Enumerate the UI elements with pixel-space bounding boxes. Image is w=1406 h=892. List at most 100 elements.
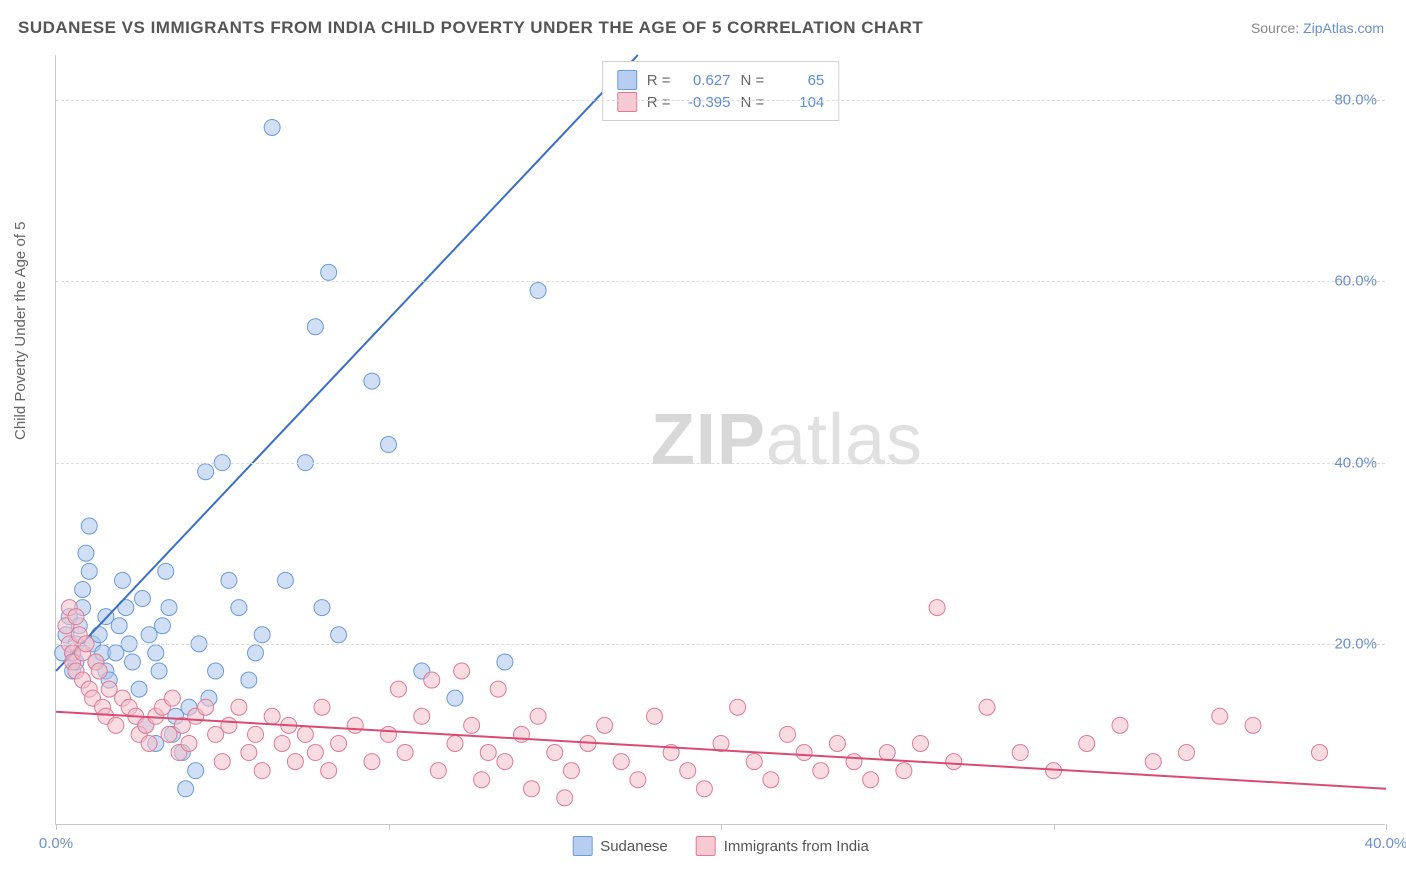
data-point (314, 600, 330, 616)
data-point (480, 745, 496, 761)
data-point (424, 672, 440, 688)
data-point (347, 717, 363, 733)
data-point (321, 264, 337, 280)
data-point (1145, 754, 1161, 770)
data-point (75, 581, 91, 597)
series-legend: Sudanese Immigrants from India (572, 836, 869, 856)
data-point (863, 772, 879, 788)
data-point (1212, 708, 1228, 724)
legend-label-1: Immigrants from India (724, 838, 869, 855)
data-point (314, 699, 330, 715)
data-point (198, 464, 214, 480)
scatter-plot-svg (56, 55, 1385, 824)
data-point (241, 672, 257, 688)
data-point (474, 772, 490, 788)
data-point (896, 763, 912, 779)
data-point (277, 572, 293, 588)
data-point (680, 763, 696, 779)
n-value-1: 104 (768, 94, 824, 111)
data-point (523, 781, 539, 797)
data-point (264, 119, 280, 135)
y-axis-label: Child Poverty Under the Age of 5 (12, 222, 29, 440)
data-point (158, 563, 174, 579)
data-point (231, 699, 247, 715)
data-point (447, 735, 463, 751)
data-point (364, 373, 380, 389)
legend-row-series-1: R =-0.395 N =104 (617, 92, 825, 112)
data-point (796, 745, 812, 761)
data-point (447, 690, 463, 706)
data-point (164, 690, 180, 706)
r-value-1: -0.395 (675, 94, 731, 111)
data-point (141, 735, 157, 751)
data-point (846, 754, 862, 770)
data-point (829, 735, 845, 751)
ytick-label: 40.0% (1334, 454, 1377, 471)
data-point (730, 699, 746, 715)
data-point (264, 708, 280, 724)
data-point (597, 717, 613, 733)
data-point (307, 745, 323, 761)
xtick-label: 40.0% (1365, 835, 1406, 852)
source-prefix: Source: (1251, 20, 1303, 36)
data-point (134, 591, 150, 607)
data-point (148, 645, 164, 661)
data-point (557, 790, 573, 806)
data-point (464, 717, 480, 733)
chart-plot-area: ZIPatlas R =0.627 N =65 R =-0.395 N =104… (55, 55, 1385, 825)
data-point (248, 726, 264, 742)
ytick-label: 60.0% (1334, 273, 1377, 290)
data-point (364, 754, 380, 770)
data-point (68, 609, 84, 625)
data-point (131, 681, 147, 697)
correlation-legend: R =0.627 N =65 R =-0.395 N =104 (602, 61, 840, 121)
data-point (647, 708, 663, 724)
data-point (221, 572, 237, 588)
data-point (331, 627, 347, 643)
data-point (161, 600, 177, 616)
data-point (1179, 745, 1195, 761)
data-point (780, 726, 796, 742)
data-point (563, 763, 579, 779)
data-point (1112, 717, 1128, 733)
data-point (490, 681, 506, 697)
data-point (497, 654, 513, 670)
data-point (321, 763, 337, 779)
data-point (154, 618, 170, 634)
data-point (430, 763, 446, 779)
data-point (241, 745, 257, 761)
data-point (530, 283, 546, 299)
data-point (1079, 735, 1095, 751)
data-point (297, 726, 313, 742)
data-point (913, 735, 929, 751)
data-point (1245, 717, 1261, 733)
data-point (1312, 745, 1328, 761)
data-point (274, 735, 290, 751)
data-point (331, 735, 347, 751)
data-point (78, 545, 94, 561)
data-point (397, 745, 413, 761)
data-point (81, 563, 97, 579)
r-value-0: 0.627 (675, 72, 731, 89)
data-point (221, 717, 237, 733)
xtick-label: 0.0% (39, 835, 73, 852)
data-point (979, 699, 995, 715)
source-link[interactable]: ZipAtlas.com (1303, 20, 1384, 36)
chart-title: SUDANESE VS IMMIGRANTS FROM INDIA CHILD … (18, 18, 923, 38)
ytick-label: 80.0% (1334, 92, 1377, 109)
data-point (813, 763, 829, 779)
legend-swatch-0 (617, 70, 637, 90)
data-point (198, 699, 214, 715)
data-point (254, 763, 270, 779)
data-point (497, 754, 513, 770)
trend-line (56, 55, 638, 671)
data-point (254, 627, 270, 643)
data-point (151, 663, 167, 679)
data-point (381, 437, 397, 453)
data-point (530, 708, 546, 724)
data-point (414, 708, 430, 724)
data-point (188, 763, 204, 779)
n-value-0: 65 (768, 72, 824, 89)
source-attribution: Source: ZipAtlas.com (1251, 20, 1384, 36)
legend-item-1: Immigrants from India (696, 836, 869, 856)
